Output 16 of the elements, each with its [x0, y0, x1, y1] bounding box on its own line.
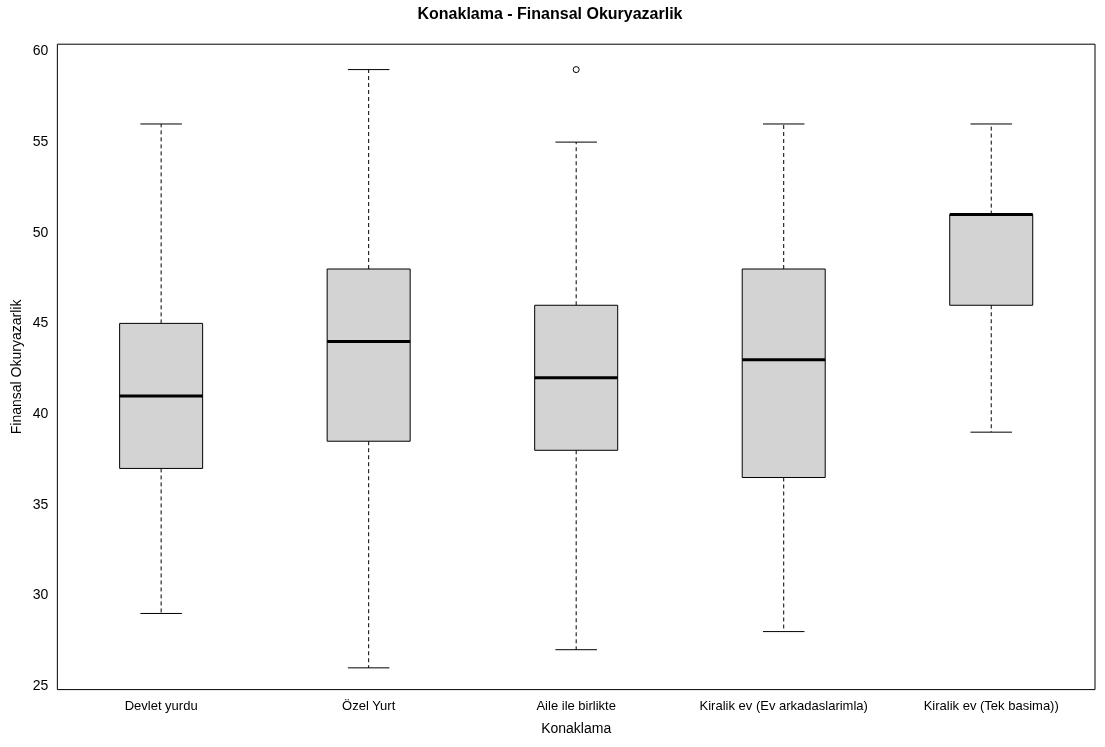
y-tick-label: 45 — [32, 314, 49, 331]
y-tick-label: 25 — [32, 676, 49, 693]
x-tick-label: Kiralik ev (Ev arkadaslarimla) — [699, 697, 868, 713]
chart-title: Konaklama - Finansal Okuryazarlik — [417, 5, 683, 23]
y-tick-label: 30 — [32, 586, 49, 603]
y-axis-title: Finansal Okuryazarlik — [8, 298, 25, 435]
x-tick-label: Devlet yurdu — [124, 697, 198, 713]
y-tick-label: 35 — [32, 495, 49, 512]
y-tick-label: 40 — [32, 404, 49, 421]
x-tick-label: Özel Yurt — [342, 697, 396, 713]
x-tick-label: Aile ile birlikte — [536, 697, 616, 713]
x-axis-title: Konaklama — [541, 720, 612, 737]
y-tick-label: 60 — [32, 42, 49, 59]
y-tick-label: 55 — [32, 132, 49, 149]
y-tick-label: 50 — [32, 223, 49, 240]
x-tick-label: Kiralik ev (Tek basima)) — [923, 697, 1059, 713]
